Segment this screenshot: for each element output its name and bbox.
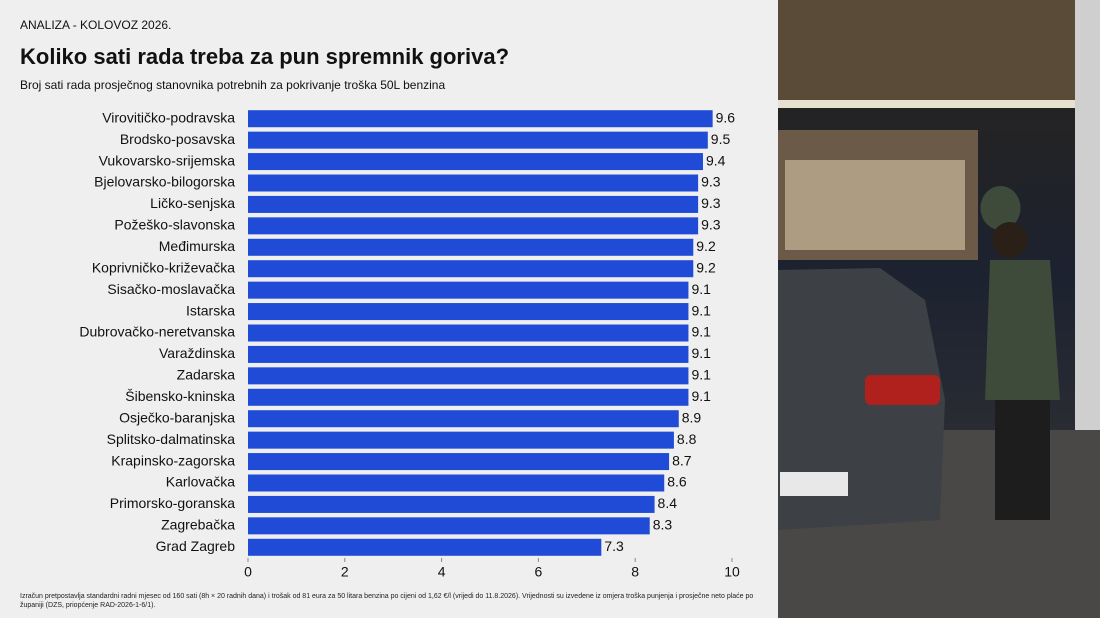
y-tick-label: Grad Zagreb: [156, 538, 236, 554]
footnote: Izračun pretpostavlja standardni radni m…: [20, 593, 754, 609]
x-tick-label: 8: [631, 564, 639, 580]
value-label: 9.1: [691, 388, 711, 404]
x-tick-label: 10: [724, 564, 740, 580]
y-tick-label: Međimurska: [159, 238, 235, 254]
bar: [248, 538, 602, 556]
bar: [248, 217, 699, 235]
y-tick-label: Splitsko-dalmatinska: [107, 431, 236, 447]
bar: [248, 195, 699, 213]
bar: [248, 153, 703, 171]
y-tick-label: Zadarska: [177, 367, 236, 383]
y-tick-label: Varaždinska: [159, 345, 235, 361]
y-tick-label: Požeško-slavonska: [114, 217, 235, 233]
value-label: 9.5: [711, 131, 731, 147]
value-label: 9.6: [716, 109, 736, 125]
x-tick-label: 4: [438, 564, 446, 580]
bar: [248, 110, 713, 128]
bar: [248, 410, 679, 428]
value-label: 8.4: [658, 495, 678, 511]
value-label: 9.2: [696, 259, 716, 275]
bar: [248, 453, 670, 471]
value-label: 9.1: [691, 324, 711, 340]
y-tick-label: Primorsko-goranska: [110, 495, 235, 511]
value-label: 9.3: [701, 174, 721, 190]
bar: [248, 388, 689, 406]
x-tick-label: 2: [341, 564, 349, 580]
value-label: 9.1: [691, 302, 711, 318]
bar: [248, 495, 655, 513]
value-label: 9.1: [691, 367, 711, 383]
value-label: 8.3: [653, 517, 673, 533]
bar: [248, 474, 665, 492]
value-label: 9.2: [696, 238, 716, 254]
value-label: 8.9: [682, 409, 702, 425]
bar: [248, 517, 650, 535]
bar: [248, 367, 689, 385]
value-label: 7.3: [604, 538, 624, 554]
value-label: 9.1: [691, 345, 711, 361]
bar: [248, 131, 708, 149]
chart-title: Koliko sati rada treba za pun spremnik g…: [20, 44, 509, 69]
value-label: 8.6: [667, 474, 687, 490]
value-label: 8.8: [677, 431, 697, 447]
y-tick-label: Šibensko-kninska: [125, 388, 235, 404]
y-tick-label: Ličko-senjska: [150, 195, 235, 211]
y-tick-label: Vukovarsko-srijemska: [99, 152, 236, 168]
y-tick-label: Virovitičko-podravska: [102, 109, 235, 125]
y-tick-label: Karlovačka: [166, 474, 235, 490]
photo: [778, 0, 1100, 618]
value-label: 9.3: [701, 217, 721, 233]
y-tick-label: Sisačko-moslavačka: [107, 281, 235, 297]
bar: [248, 174, 699, 192]
y-tick-label: Krapinsko-zagorska: [111, 452, 235, 468]
bar: [248, 260, 694, 278]
x-tick-label: 6: [535, 564, 543, 580]
value-label: 9.1: [691, 281, 711, 297]
chart-subtitle: Broj sati rada prosječnog stanovnika pot…: [20, 78, 445, 92]
y-tick-label: Istarska: [186, 302, 235, 318]
bar: [248, 281, 689, 299]
y-tick-label: Brodsko-posavska: [120, 131, 235, 147]
bar: [248, 324, 689, 342]
bar: [248, 303, 689, 321]
y-tick-label: Osječko-baranjska: [119, 409, 235, 425]
kicker: ANALIZA - KOLOVOZ 2026.: [20, 18, 171, 32]
x-tick-label: 0: [244, 564, 252, 580]
value-label: 8.7: [672, 452, 692, 468]
value-label: 9.3: [701, 195, 721, 211]
y-tick-label: Zagrebačka: [161, 517, 235, 533]
y-tick-label: Bjelovarsko-bilogorska: [94, 174, 235, 190]
bar: [248, 431, 674, 449]
bar: [248, 345, 689, 363]
value-label: 9.4: [706, 152, 726, 168]
y-tick-label: Dubrovačko-neretvanska: [79, 324, 235, 340]
y-tick-label: Koprivničko-križevačka: [92, 259, 235, 275]
bar: [248, 238, 694, 256]
